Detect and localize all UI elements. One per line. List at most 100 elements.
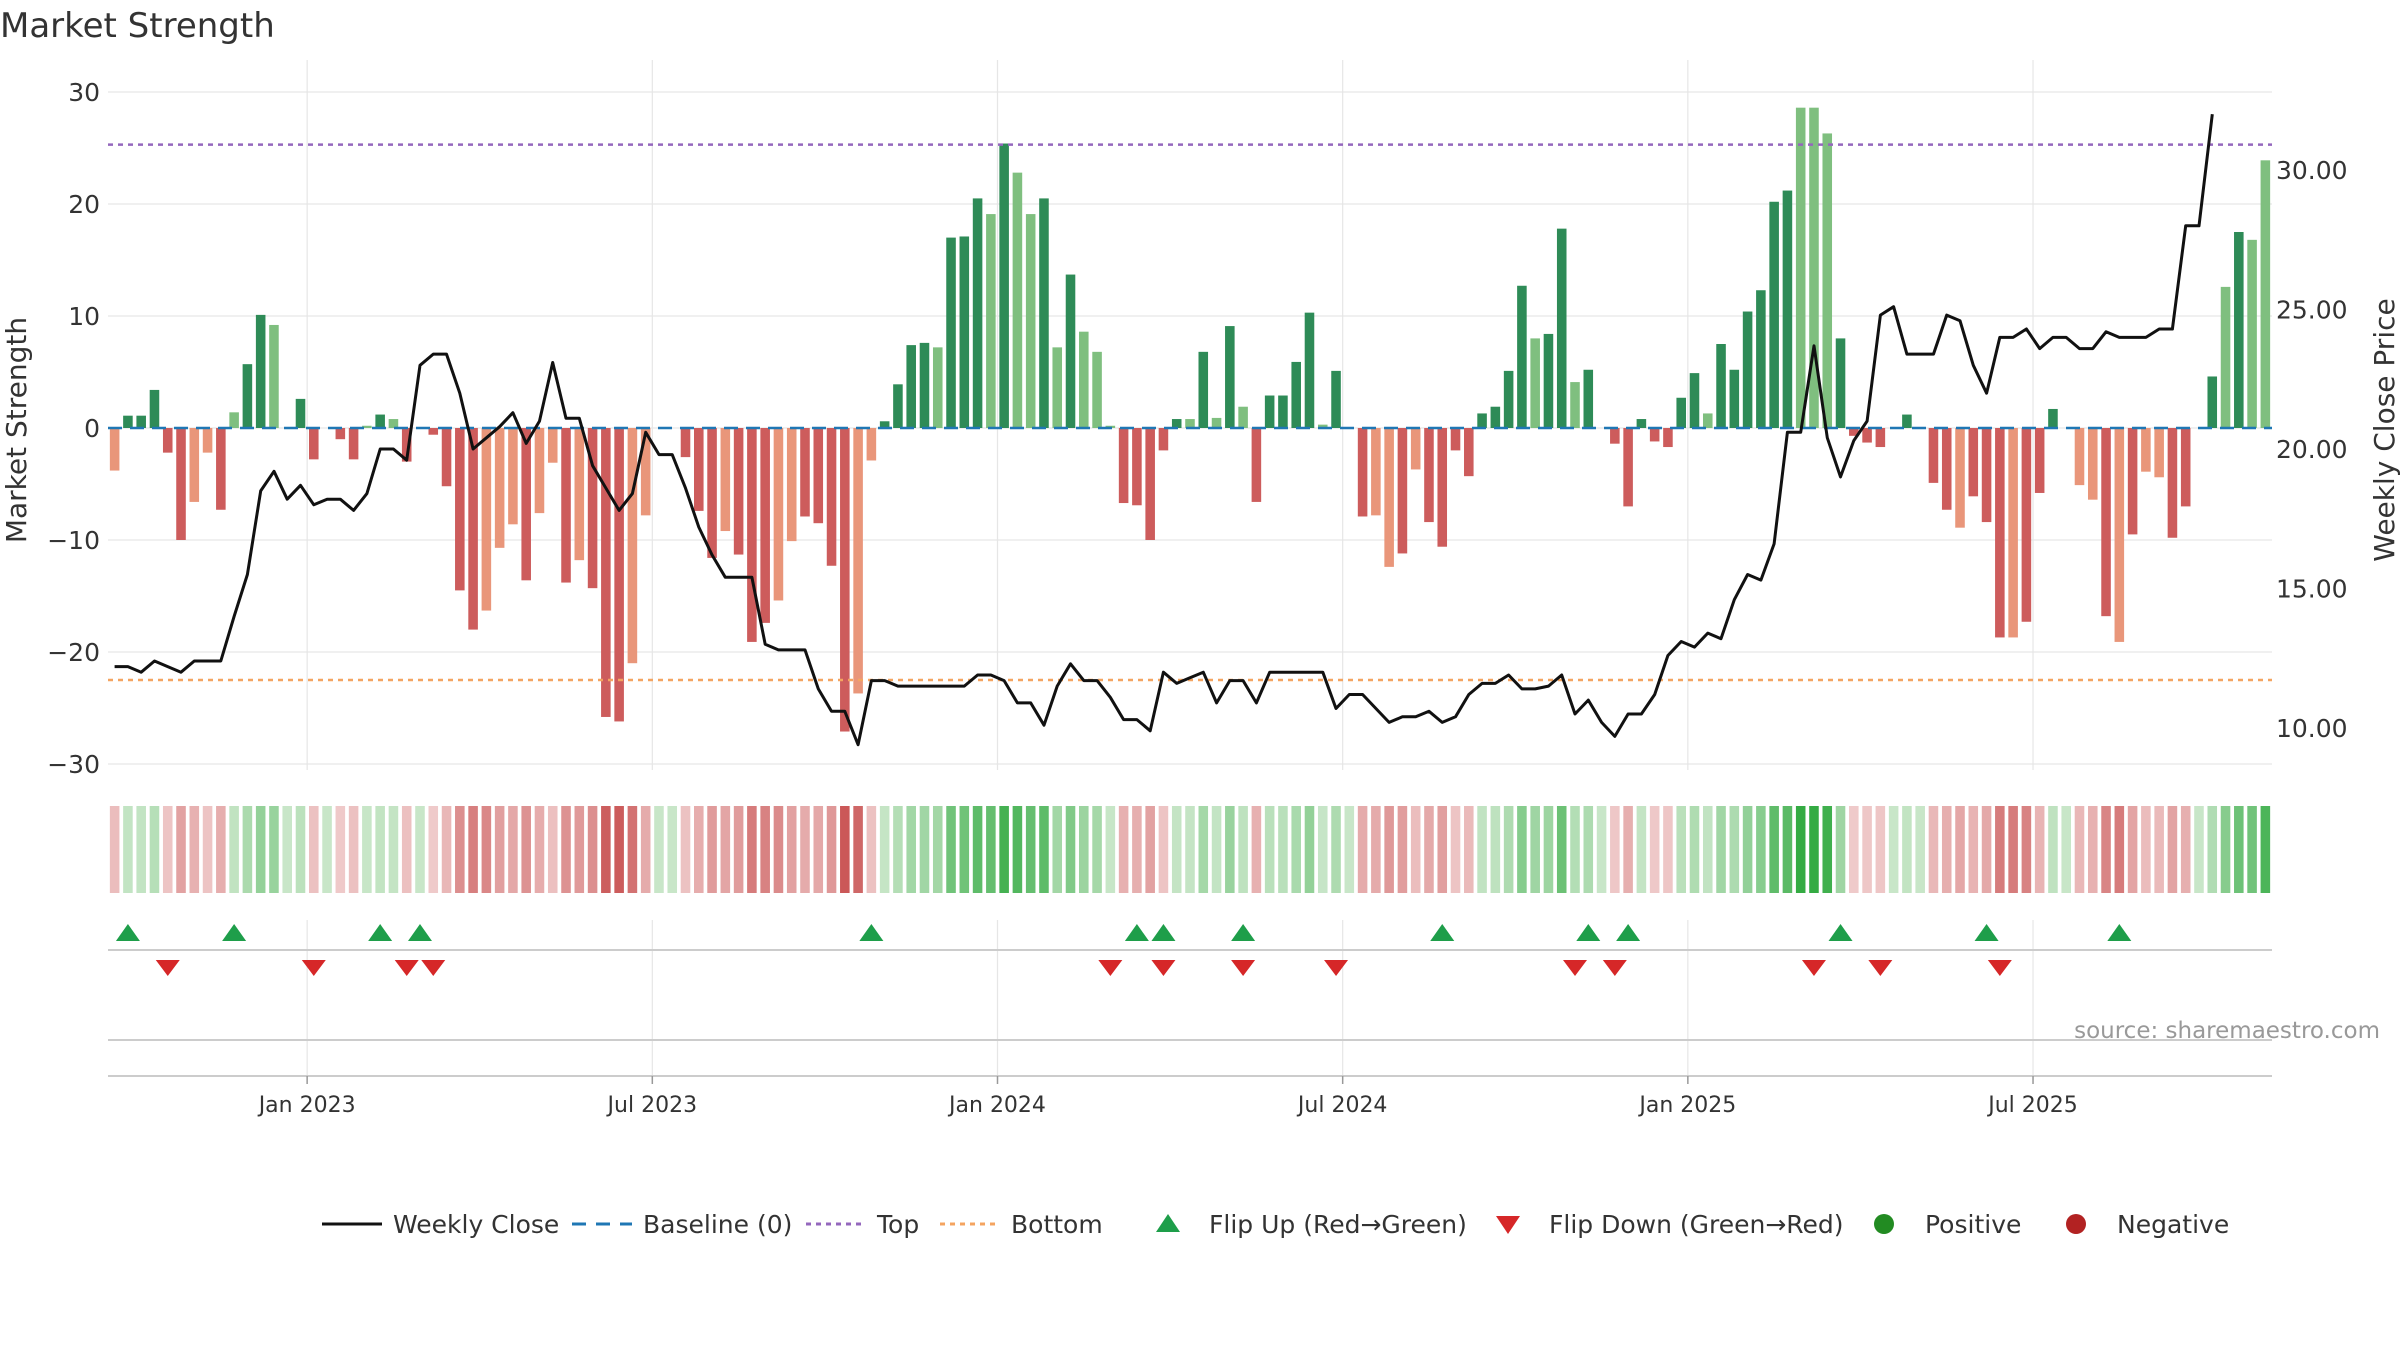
flip-down-marker [1151,960,1176,976]
strength-bar [1702,413,1713,428]
strength-bar [1517,285,1527,428]
strength-bar [1278,395,1288,428]
legend-label: Positive [1925,1210,2021,1239]
heat-cell [295,806,306,893]
heat-cell [1742,806,1753,893]
strength-bar [1132,428,1142,506]
strength-bar [508,428,518,525]
weekly-close-line [114,114,2214,747]
heat-cell [840,806,850,893]
strength-bar [1490,406,1501,428]
heat-cell [348,806,359,893]
strength-bar [216,428,226,510]
heat-cell [919,806,930,893]
y-tick-label: −30 [47,750,100,779]
strength-bar [1198,351,1209,428]
heat-cell [1264,806,1275,893]
strength-bar [1331,370,1341,428]
strength-bar [1397,428,1408,554]
heat-cell [2114,806,2125,893]
strength-bar [1968,428,1979,497]
heat-cell [2087,806,2098,893]
heat-cell [1875,806,1886,893]
legend-item: Negative [2066,1210,2229,1239]
strength-bar [1410,428,1421,470]
reference-lines [108,143,2272,682]
y2-tick-label: 10.00 [2276,714,2348,743]
y-tick-label: 20 [68,190,100,219]
flip-markers [108,924,2272,1077]
y-tick-label: −10 [47,526,100,555]
heat-cell [1543,806,1554,893]
flip-down-marker [1231,960,1256,976]
heat-cell [1849,806,1859,893]
strength-bar [1955,428,1965,528]
legend-swatch-circle [2066,1214,2086,1234]
flip-down-marker [1602,960,1627,976]
strength-bar [481,428,492,611]
strength-bar [176,428,186,540]
heat-cell [1636,806,1647,893]
heat-cell [388,806,399,893]
heat-cell [1171,806,1182,893]
legend-swatch-triangle-up [1156,1214,1180,1232]
strength-bar [2048,408,2058,428]
heat-cell [986,806,996,893]
strength-bar [1809,107,1819,429]
heat-cell [2220,806,2231,893]
strength-bar [574,428,585,561]
strength-bar [1185,419,1195,428]
heat-cell [1291,806,1301,893]
strength-bar [2074,428,2085,486]
legend-item: Flip Down (Green→Red) [1496,1210,1844,1239]
heat-cell [1079,806,1089,893]
strength-bar [1171,419,1182,428]
y2-tick-label: 30.00 [2276,156,2348,185]
heat-cell [1623,806,1633,893]
legend-label: Flip Up (Red→Green) [1209,1210,1467,1239]
strength-bar [123,415,133,428]
strength-bar [720,428,731,532]
strength-bar [1437,428,1448,547]
strength-bar [1424,428,1434,523]
heat-cell [1238,806,1248,893]
heat-cell [1795,806,1806,893]
heat-cell [2074,806,2085,893]
heat-cell [1888,806,1899,893]
heat-cell [123,806,133,893]
heat-cell [1065,806,1076,893]
legend: Weekly Close Baseline (0) Top Bottom Flip Up… [322,1210,2229,1239]
strength-bar [2087,428,2098,500]
flip-down-marker [155,960,180,976]
legend-label: Bottom [1011,1210,1103,1239]
y-tick-label: 30 [68,78,100,107]
x-tick-label: Jul 2025 [1986,1093,2078,1118]
strength-bar [1264,395,1275,428]
heat-cell [441,806,452,893]
heat-cell [269,806,279,893]
heat-cell [1955,806,1965,893]
legend-item: Flip Up (Red→Green) [1156,1210,1467,1239]
strength-bar [800,428,810,517]
heat-cell [614,806,624,893]
heat-cell [1424,806,1434,893]
strength-bar [932,347,943,428]
strength-bar [2234,232,2244,428]
strength-bar [972,198,983,428]
heat-cell [109,806,120,893]
strength-bar [1238,406,1248,428]
heat-cell [1092,806,1102,893]
heat-cell [189,806,200,893]
strength-bar [1689,373,1700,428]
strength-heat-strip [109,806,2271,893]
heat-cell [1464,806,1474,893]
flip-up-marker [1151,924,1176,941]
heat-cell [1517,806,1527,893]
heat-cell [229,806,239,893]
strength-bar [760,428,770,623]
strength-bar [1742,311,1753,428]
heat-cell [1477,806,1487,893]
strength-bar [561,428,571,583]
strength-bar [1384,428,1394,567]
heat-cell [282,806,293,893]
